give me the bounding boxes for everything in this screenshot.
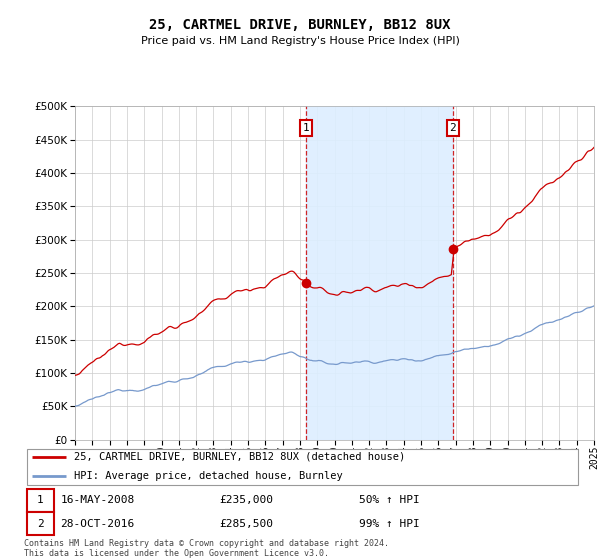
- FancyBboxPatch shape: [27, 512, 53, 535]
- Text: 1: 1: [303, 123, 310, 133]
- Text: Contains HM Land Registry data © Crown copyright and database right 2024.
This d: Contains HM Land Registry data © Crown c…: [24, 539, 389, 558]
- Text: 50% ↑ HPI: 50% ↑ HPI: [359, 496, 419, 505]
- FancyBboxPatch shape: [27, 449, 578, 485]
- Text: £235,000: £235,000: [220, 496, 273, 505]
- Text: HPI: Average price, detached house, Burnley: HPI: Average price, detached house, Burn…: [74, 471, 343, 481]
- Text: £285,500: £285,500: [220, 519, 273, 529]
- Text: 25, CARTMEL DRIVE, BURNLEY, BB12 8UX (detached house): 25, CARTMEL DRIVE, BURNLEY, BB12 8UX (de…: [74, 452, 406, 462]
- Text: 2: 2: [37, 519, 44, 529]
- Bar: [307, 106, 452, 440]
- Text: 2: 2: [449, 123, 456, 133]
- Text: 25, CARTMEL DRIVE, BURNLEY, BB12 8UX: 25, CARTMEL DRIVE, BURNLEY, BB12 8UX: [149, 18, 451, 32]
- Text: Price paid vs. HM Land Registry's House Price Index (HPI): Price paid vs. HM Land Registry's House …: [140, 36, 460, 46]
- Text: 99% ↑ HPI: 99% ↑ HPI: [359, 519, 419, 529]
- Text: 16-MAY-2008: 16-MAY-2008: [60, 496, 134, 505]
- FancyBboxPatch shape: [27, 489, 53, 512]
- Text: 28-OCT-2016: 28-OCT-2016: [60, 519, 134, 529]
- Text: 1: 1: [37, 496, 44, 505]
